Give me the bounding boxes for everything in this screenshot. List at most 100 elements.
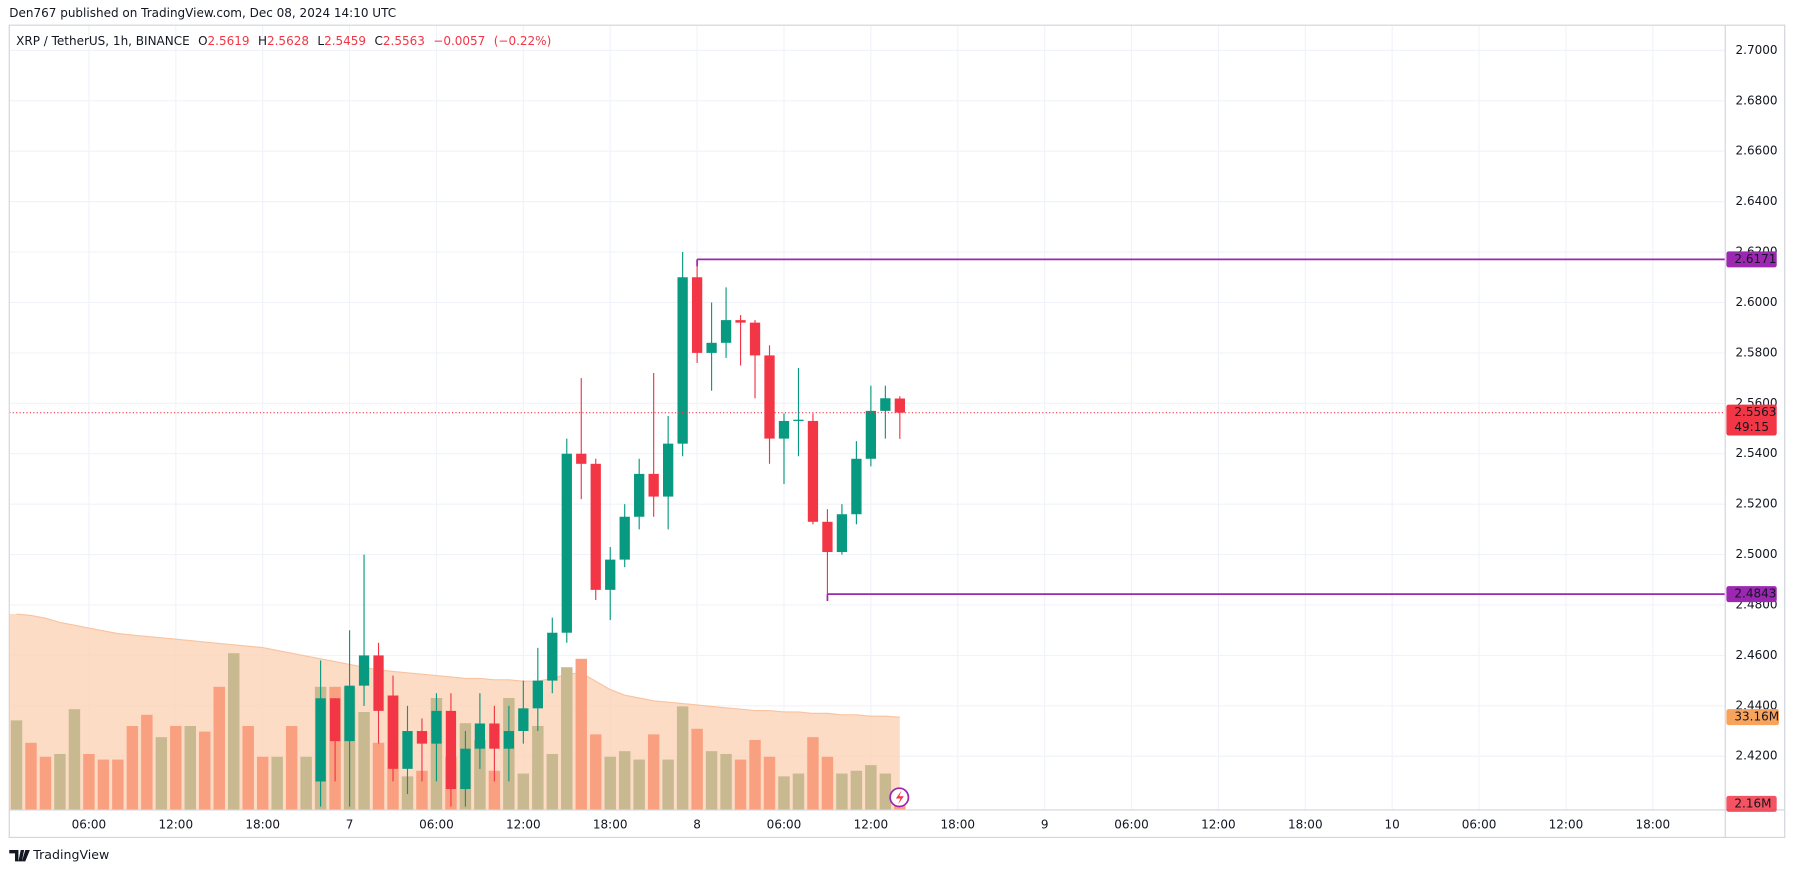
x-tick-label: 06:00 <box>767 817 802 831</box>
volume-bar <box>141 714 153 810</box>
volume-bar <box>83 753 95 810</box>
candle-body <box>373 655 384 711</box>
volume-bar <box>488 770 501 810</box>
volume-bar <box>546 753 559 810</box>
x-tick-label: 18:00 <box>245 817 280 831</box>
level-label: 2.6171 <box>1734 252 1776 266</box>
legend-c: C <box>374 34 382 48</box>
chart-border <box>8 24 1786 838</box>
y-tick-label: 2.7000 <box>1736 43 1778 57</box>
candle-body <box>865 410 877 459</box>
volume-bar <box>242 725 254 810</box>
legend-l: L <box>317 34 324 48</box>
candle-body <box>648 473 659 497</box>
legend-symbol: XRP / TetherUS, 1h, BINANCE <box>16 34 190 48</box>
volume-bar <box>285 725 298 810</box>
candle-body <box>561 453 572 633</box>
x-tick-label: 18:00 <box>1288 817 1323 831</box>
volume-bar <box>126 725 139 810</box>
candle-body <box>547 632 558 681</box>
candle-body <box>706 342 717 353</box>
y-tick-label: 2.5400 <box>1736 446 1778 460</box>
volume-bar <box>358 711 370 810</box>
lightning-icon <box>889 787 910 808</box>
legend-change: −0.0057 <box>433 34 485 48</box>
legend-low: 2.5459 <box>324 34 366 48</box>
x-tick-label: 18:00 <box>1636 817 1671 831</box>
y-tick-label: 2.5800 <box>1736 345 1778 359</box>
candle-body <box>489 723 500 749</box>
volume-bar <box>590 734 602 810</box>
volume-bar <box>256 756 269 810</box>
volume-bar <box>734 759 747 810</box>
candle-body <box>836 514 848 553</box>
legend-h: H <box>258 34 267 48</box>
ma-badge <box>1726 709 1780 726</box>
volume-bar <box>170 725 182 810</box>
candle-body <box>851 458 862 515</box>
y-tick-label: 2.4200 <box>1736 749 1778 763</box>
volume-bar <box>10 720 23 810</box>
candle-body <box>474 723 486 749</box>
volume-ma-line <box>16 613 900 718</box>
candle-body <box>894 398 905 413</box>
candle-body <box>460 748 471 790</box>
y-tick-label: 2.6000 <box>1736 295 1778 309</box>
level-label: 2.4843 <box>1734 587 1776 601</box>
volume-bar <box>778 776 790 810</box>
legend-high: 2.5628 <box>267 34 309 48</box>
candle-body <box>518 708 529 732</box>
candle-body <box>402 731 413 769</box>
x-tick-label: 12:00 <box>159 817 194 831</box>
x-tick-label: 06:00 <box>1114 817 1149 831</box>
level-badge <box>1726 586 1777 603</box>
candle-body <box>619 516 630 560</box>
candle-body <box>749 322 761 356</box>
volume-bar <box>705 751 718 810</box>
y-tick-label: 2.6400 <box>1736 194 1778 208</box>
x-tick-label: 06:00 <box>1462 817 1497 831</box>
volume-bar <box>271 756 283 810</box>
candle-body <box>677 277 688 444</box>
volume-bar <box>213 686 225 810</box>
footer-logo-text: TradingView <box>32 847 109 862</box>
candle-body <box>445 710 457 790</box>
volume-bar <box>807 737 819 810</box>
volume-bar <box>879 773 892 810</box>
candle-body <box>691 277 703 353</box>
volume-bar <box>691 728 703 810</box>
volume-bar <box>865 765 877 810</box>
candle-body <box>576 453 587 464</box>
volume-label: 2.16M <box>1734 796 1771 810</box>
candle-body <box>431 710 442 744</box>
candle-body <box>793 419 804 421</box>
volume-bar <box>662 759 674 810</box>
y-tick-label: 2.5200 <box>1736 497 1778 511</box>
y-tick-label: 2.4600 <box>1736 648 1778 662</box>
volume-bar <box>68 709 81 810</box>
candle-body <box>807 420 819 522</box>
volume-bar <box>228 653 240 810</box>
volume-bar <box>633 759 645 810</box>
volume-bar <box>184 725 197 810</box>
volume-bar <box>575 658 587 810</box>
volume-bar <box>763 756 776 810</box>
footer-logo: TradingView <box>9 847 109 862</box>
x-tick-label: 12:00 <box>854 817 889 831</box>
volume-bar <box>372 742 385 810</box>
candle-body <box>532 680 543 709</box>
candle-body <box>387 695 399 769</box>
volume-bar <box>517 773 530 810</box>
volume-badge <box>1726 795 1777 812</box>
y-tick-label: 2.6800 <box>1736 93 1778 107</box>
volume-bar <box>199 731 211 810</box>
volume-bar <box>532 725 544 810</box>
volume-bar <box>561 667 573 810</box>
x-tick-label: 12:00 <box>506 817 541 831</box>
candle-body <box>416 731 428 744</box>
candle-body <box>605 559 616 590</box>
volume-bar <box>25 742 37 810</box>
volume-bar <box>155 737 168 810</box>
